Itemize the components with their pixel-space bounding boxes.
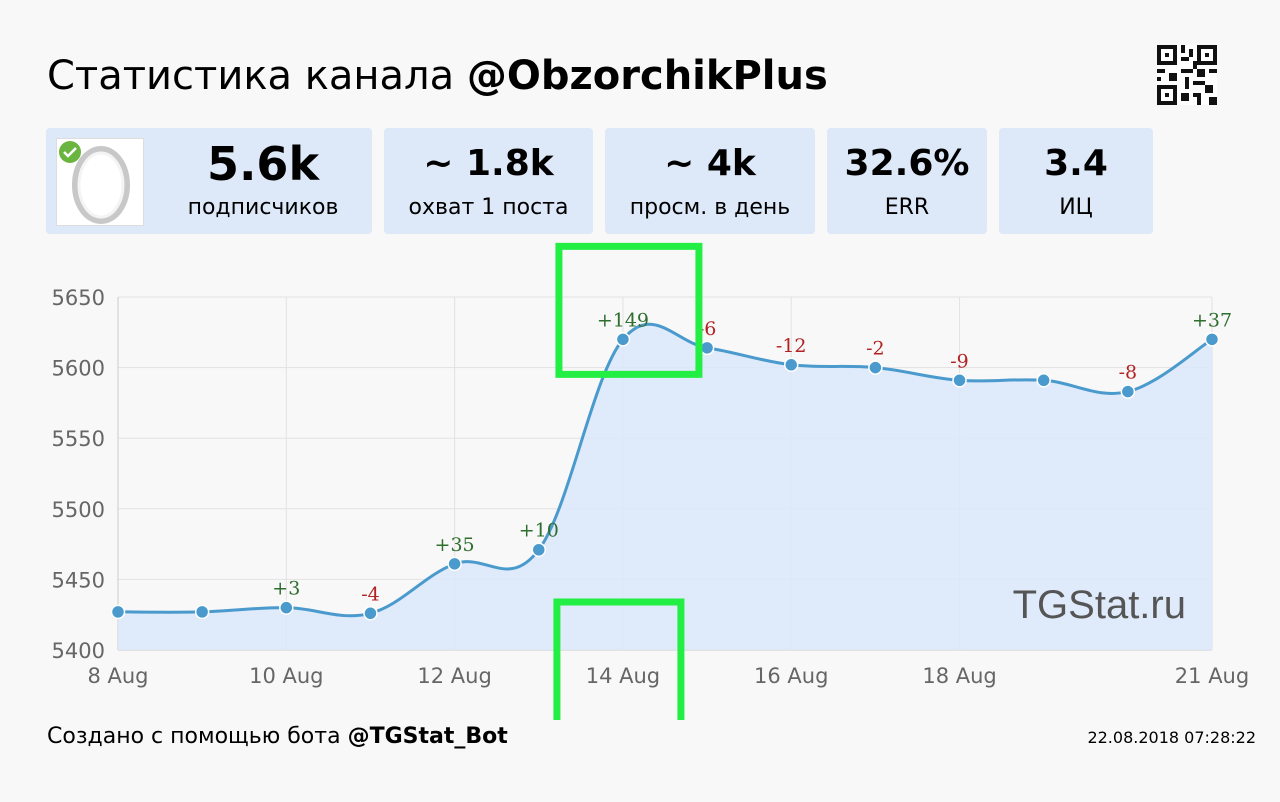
data-point: [615, 332, 631, 347]
daily-views-label: просм. в день: [629, 195, 791, 220]
data-label: +35: [435, 534, 475, 556]
chart-area: [118, 324, 1212, 650]
chart-line: [117, 322, 1213, 618]
footer-credit: Создано с помощью бота @TGStat_Bot: [47, 722, 508, 752]
y-tick-label: 5650: [52, 286, 105, 310]
x-tick-label: 10 Aug: [249, 664, 323, 688]
err-label: ERR: [884, 195, 930, 220]
data-label: +10: [519, 520, 559, 542]
data-point: [699, 340, 715, 356]
data-label: -12: [776, 335, 807, 357]
y-tick-label: 5550: [52, 427, 105, 451]
data-point: [531, 542, 547, 557]
y-tick-label: 5500: [52, 498, 105, 522]
data-label: -9: [950, 350, 969, 372]
y-tick-label: 5400: [52, 639, 105, 663]
data-point: [1036, 373, 1051, 388]
subscribers-chart: +3 -4 +35 +10 +149 -6 -12 -2 -9 -8 +37 5400 5450 550…: [52, 242, 1249, 720]
data-point: [194, 604, 210, 620]
data-point: [868, 360, 883, 375]
data-label: +3: [272, 578, 300, 600]
index-label: ИЦ: [1059, 195, 1093, 220]
stat-card-reach: ~ 1.8k охват 1 поста: [384, 128, 593, 234]
data-point: [1204, 332, 1220, 347]
data-label: +37: [1192, 309, 1232, 331]
data-point: [363, 606, 378, 621]
x-tick-label: 21 Aug: [1175, 664, 1249, 688]
data-point: [1120, 384, 1136, 399]
x-tick-label: 18 Aug: [922, 664, 996, 688]
stat-card-daily-views: ~ 4k просм. в день: [605, 128, 815, 234]
data-point: [447, 556, 462, 572]
data-label: +149: [597, 309, 649, 331]
highlight-box-label: [553, 598, 685, 720]
daily-views-value: ~ 4k: [664, 143, 756, 184]
reach-value: ~ 1.8k: [423, 143, 554, 184]
y-tick-label: 5450: [52, 568, 105, 592]
data-point: [110, 604, 126, 620]
x-tick-label: 16 Aug: [754, 664, 828, 688]
x-tick-label: 14 Aug: [586, 664, 660, 688]
index-value: 3.4: [1044, 143, 1108, 184]
y-tick-label: 5600: [52, 357, 105, 381]
subscribers-value: 5.6k: [206, 137, 320, 191]
stat-card-index: 3.4 ИЦ: [999, 128, 1153, 234]
page-title: Статистика канала @ObzorchikPlus: [47, 50, 828, 102]
timestamp: 22.08.2018 07:28:22: [1087, 728, 1256, 747]
data-point: [783, 357, 799, 373]
data-label: -2: [866, 338, 885, 360]
x-tick-label: 8 Aug: [87, 664, 148, 688]
data-point: [952, 373, 967, 388]
qr-code-icon: [1157, 45, 1217, 105]
data-label: -4: [361, 583, 380, 605]
footer-prefix: Создано с помощью бота: [47, 724, 341, 749]
bot-link[interactable]: @TGStat_Bot: [347, 724, 508, 749]
channel-name: @ObzorchikPlus: [466, 53, 828, 99]
reach-label: охват 1 поста: [408, 195, 569, 220]
channel-avatar: [56, 138, 144, 226]
stat-card-err: 32.6% ERR: [827, 128, 987, 234]
title-prefix: Статистика канала: [47, 53, 455, 99]
highlight-box-point: [555, 242, 703, 378]
subscribers-label: подписчиков: [187, 195, 339, 220]
err-value: 32.6%: [844, 143, 970, 184]
data-label: -6: [698, 318, 717, 340]
watermark: TGStat.ru: [1013, 583, 1186, 627]
data-point: [279, 600, 294, 615]
x-tick-label: 12 Aug: [417, 664, 491, 688]
data-label: -8: [1119, 362, 1138, 384]
channel-logo-icon: [59, 141, 130, 224]
